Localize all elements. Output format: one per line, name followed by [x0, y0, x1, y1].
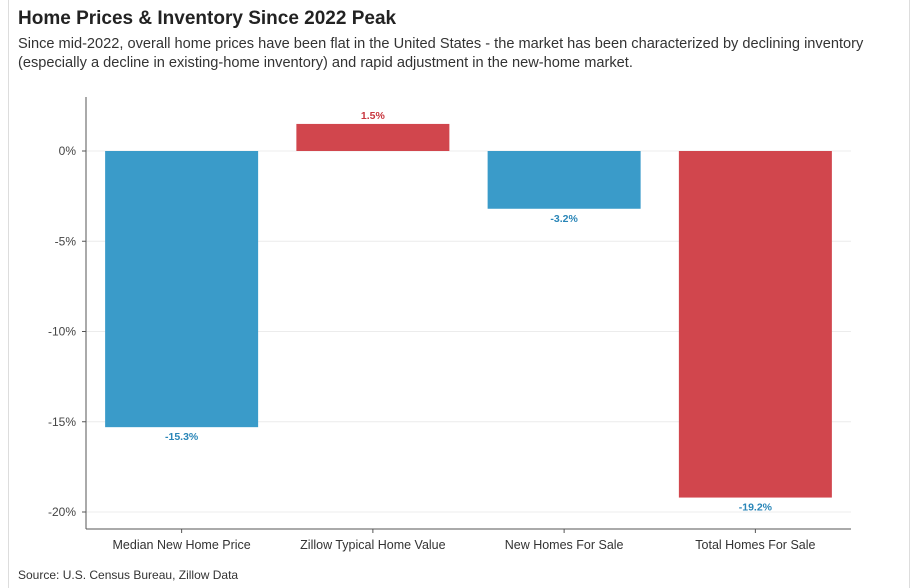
y-axis-ticks: 0% -5% -10% -15% -20%: [48, 144, 86, 519]
bar: [296, 123, 450, 151]
bar-value-label: 1.5%: [361, 110, 386, 122]
x-axis-category-labels: Median New Home Price Zillow Typical Home…: [113, 529, 816, 552]
bar-value-label: -19.2%: [739, 502, 773, 514]
bar-value-label: -15.3%: [165, 431, 199, 443]
chart-subtitle: Since mid-2022, overall home prices have…: [18, 36, 864, 71]
y-tick-label: -20%: [48, 505, 76, 519]
axes: [85, 97, 851, 530]
chart-frame: [8, 0, 910, 588]
y-tick-label: -5%: [55, 234, 77, 248]
bar: [487, 151, 641, 209]
source-note: Source: U.S. Census Bureau, Zillow Data: [18, 568, 239, 582]
data-labels: -15.3% 1.5% -3.2% -19.2%: [165, 110, 773, 514]
y-tick-label: 0%: [59, 144, 77, 158]
y-tick-label: -15%: [48, 415, 76, 429]
x-category-label: New Homes For Sale: [505, 538, 624, 552]
x-category-label: Median New Home Price: [113, 538, 251, 552]
bar-value-label: -3.2%: [550, 213, 578, 225]
x-category-label: Zillow Typical Home Value: [300, 538, 445, 552]
bar: [105, 151, 259, 428]
bars: [105, 123, 832, 498]
x-category-label: Total Homes For Sale: [695, 538, 815, 552]
chart-title: Home Prices & Inventory Since 2022 Peak: [18, 8, 397, 29]
bar: [678, 151, 832, 498]
y-tick-label: -10%: [48, 325, 76, 339]
